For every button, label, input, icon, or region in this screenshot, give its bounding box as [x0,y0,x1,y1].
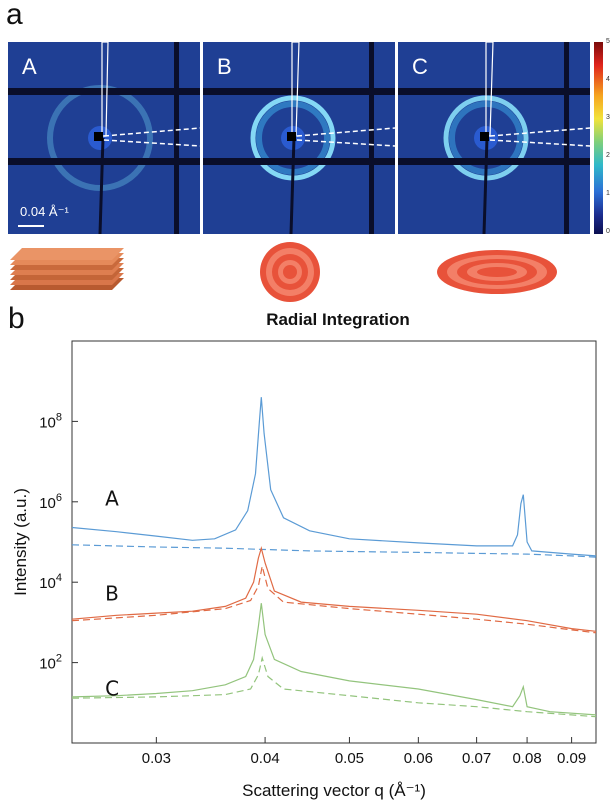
layered-stack-illustration [10,248,124,290]
detector-label-a: A [22,54,37,79]
curve-label-a: A [105,487,119,511]
x-axis-label: Scattering vector q (Å⁻¹) [242,781,426,800]
y-axis-label: Intensity (a.u.) [11,488,30,596]
detector-image-c: C [398,42,590,234]
colorbar-tick: 1 [606,190,610,197]
detector-pattern-b [203,42,395,234]
x-tick-label: 0.05 [335,750,364,767]
detector-label-b: B [217,54,232,79]
y-tick-label: 102 [39,653,62,673]
radial-integration-chart: Radial Integration 0.03 0.04 0.05 0.06 0.07 0… [11,310,597,800]
detector-pattern-a [8,42,200,234]
chart-title: Radial Integration [266,310,410,329]
series-line-a-dashed [71,544,597,558]
y-tick-label: 104 [39,572,62,592]
panel-a-letter: a [6,0,23,31]
x-tick-label: 0.06 [404,750,433,767]
x-tick-label: 0.07 [462,750,491,767]
x-tick-label: 0.04 [250,750,279,767]
curve-label-c: C [105,677,119,701]
colorbar-tick: 4 [606,76,610,83]
series-line-b-solid [71,545,597,632]
colorbar-tick: 3 [606,114,610,121]
curve-label-b: B [105,582,119,606]
series-line-a-solid [71,397,597,557]
ellipsoid-shell-illustration [437,250,557,294]
x-tick-label: 0.08 [512,750,541,767]
spherical-shell-illustration [260,242,320,302]
detector-pattern-c [398,42,590,234]
detector-label-c: C [412,54,428,79]
y-tick-label: 106 [39,492,62,512]
y-tick-label: 108 [39,411,62,431]
colorbar [594,42,603,234]
x-tick-label: 0.09 [557,750,586,767]
series-line-c-dashed [71,655,597,718]
panel-b-letter: b [8,302,25,335]
detector-image-a: A 0.04 Å⁻¹ [8,42,200,234]
scale-bar-label: 0.04 Å⁻¹ [20,204,69,219]
series-line-c-solid [71,603,597,716]
series-line-b-dashed [71,566,597,634]
detector-image-b: B [203,42,395,234]
x-tick-label: 0.03 [142,750,171,767]
plot-frame [71,340,597,744]
colorbar-tick: 2 [606,152,610,159]
colorbar-tick: 0 [606,228,610,235]
colorbar-tick: 5 [606,38,610,45]
structure-illustrations [10,242,557,302]
